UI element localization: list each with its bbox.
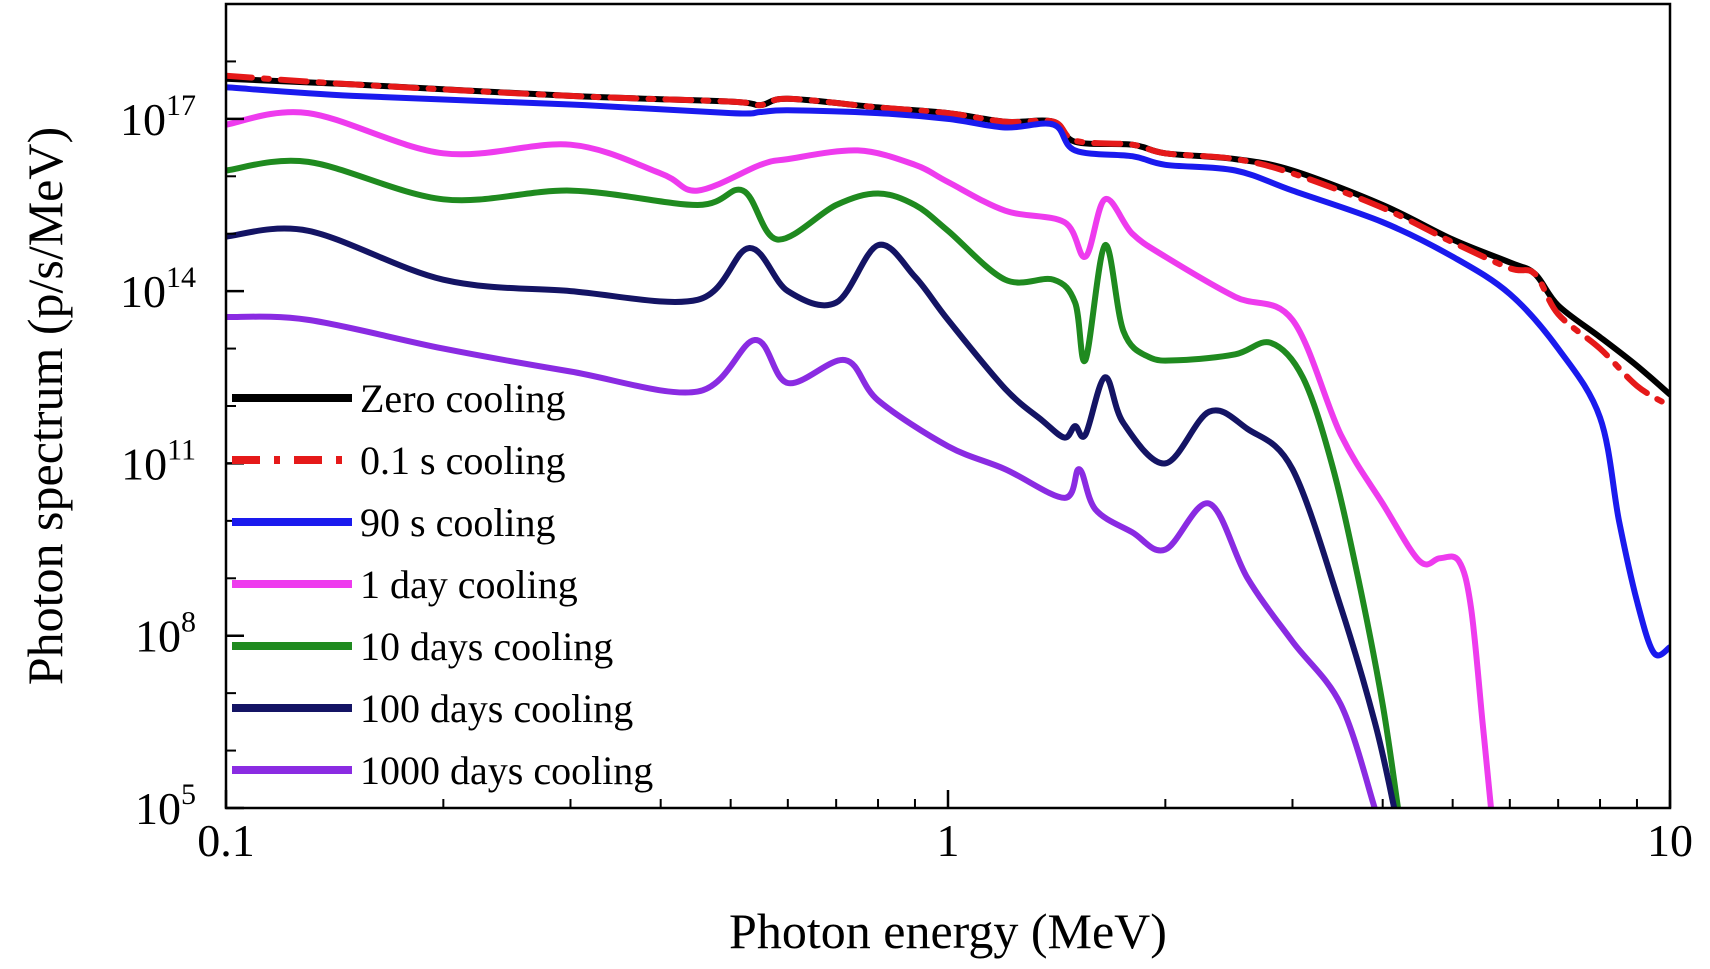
y-tick-label: 1017 <box>120 89 196 145</box>
x-tick-label: 0.1 <box>197 815 255 866</box>
legend-label: 1000 days cooling <box>360 748 653 793</box>
x-axis-title: Photon energy (MeV) <box>729 903 1167 959</box>
legend-label: 90 s cooling <box>360 500 556 545</box>
series-line-100-days-cooling <box>226 225 1398 808</box>
series-line-1000-days-cooling <box>226 313 1378 808</box>
x-tick-label: 1 <box>937 815 960 866</box>
y-tick-label: 1014 <box>120 261 196 317</box>
x-tick-label: 10 <box>1647 815 1693 866</box>
plot-area <box>226 72 1670 808</box>
series-line-1-day-cooling <box>226 109 1494 808</box>
y-axis-title: Photon spectrum (p/s/MeV) <box>17 127 73 685</box>
y-axis: 105 108 1011 1014 1017 <box>120 3 244 834</box>
series-line-0-1-s-cooling <box>226 72 1670 409</box>
legend-label: 0.1 s cooling <box>360 438 566 483</box>
legend: Zero cooling 0.1 s cooling 90 s cooling 1 d… <box>232 376 653 793</box>
legend-label: 10 days cooling <box>360 624 613 669</box>
legend-label: 100 days cooling <box>360 686 633 731</box>
y-tick-label: 105 <box>135 778 196 834</box>
y-tick-label: 108 <box>135 606 196 662</box>
x-axis: 0.1 1 10 <box>197 790 1693 866</box>
legend-label: Zero cooling <box>360 376 566 421</box>
y-tick-label: 1011 <box>121 433 196 489</box>
legend-label: 1 day cooling <box>360 562 578 607</box>
series-line-10-days-cooling <box>226 157 1401 808</box>
series-line-90-s-cooling <box>226 84 1670 659</box>
